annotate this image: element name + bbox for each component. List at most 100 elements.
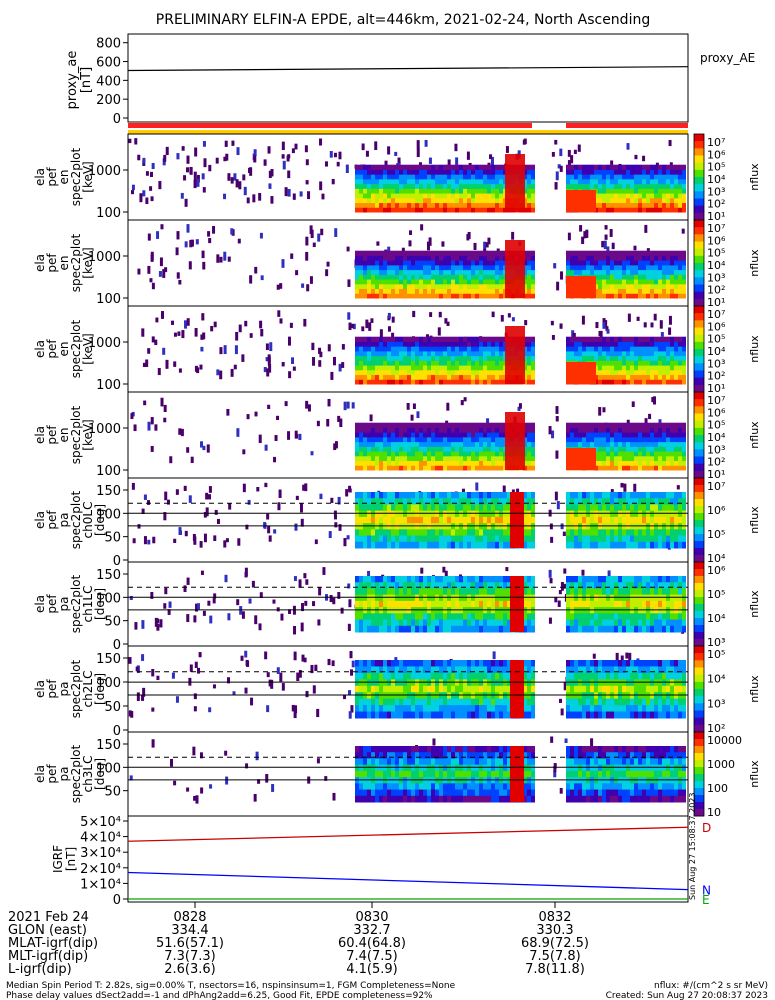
noise-cell [387, 312, 391, 319]
spec-cell [407, 183, 411, 189]
spec-cell [630, 336, 634, 342]
spec-cell [606, 174, 610, 180]
spec-cell [475, 355, 479, 361]
noise-cell [201, 250, 205, 259]
spec-cell [638, 197, 642, 204]
noise-cell [151, 163, 155, 170]
spec-cell [359, 260, 363, 266]
pa-cell [367, 576, 371, 583]
spec-cell [638, 183, 642, 189]
spec-cell [590, 269, 594, 275]
spec-cell [371, 446, 375, 452]
noise-cell [173, 332, 177, 337]
pa-cell [479, 529, 483, 537]
spec-cell [355, 427, 359, 433]
pa-cell [439, 504, 443, 512]
spec-cell [435, 341, 439, 347]
spec-cell [435, 441, 439, 447]
spec-cell [610, 379, 614, 385]
spec-cell [379, 288, 383, 294]
pa-cell [578, 529, 582, 537]
spec-cell [411, 250, 415, 256]
pa-cell [415, 516, 419, 524]
spec-cell [642, 293, 646, 299]
spec-cell [598, 451, 602, 457]
spec-cell [407, 178, 411, 185]
noise-cell [298, 579, 302, 588]
colorbar-cell [694, 381, 704, 386]
spec-cell [431, 269, 435, 275]
spec-cell [606, 269, 610, 275]
pa-cell [678, 516, 682, 524]
spec-cell [399, 369, 403, 376]
spec-cell [527, 264, 531, 271]
pa-cell [443, 510, 447, 518]
spec-cell [630, 365, 634, 371]
spec-cell [674, 355, 678, 361]
spec-cell [431, 188, 435, 194]
spec-cell [355, 207, 359, 213]
spec-cell [670, 350, 674, 357]
noise-cell [254, 615, 258, 625]
spec-cell [431, 369, 435, 376]
spec-cell [662, 274, 666, 280]
spec-cell [359, 274, 363, 280]
pa-cell [363, 498, 367, 505]
pa-cell [403, 498, 407, 505]
noise-cell [424, 139, 428, 147]
pa-cell [471, 492, 475, 499]
spec-cell [479, 441, 483, 447]
spec-cell [650, 360, 654, 366]
spec-cell [467, 197, 471, 204]
spec-cell [499, 432, 503, 438]
pa-cell [590, 529, 594, 537]
spec-cell [646, 379, 650, 385]
spec-cell [606, 369, 610, 376]
pa-cell [606, 523, 610, 530]
spec-cell [415, 255, 419, 261]
pa-cell [523, 510, 527, 518]
colorbar-tick: 10³ [707, 271, 725, 284]
pa-cell [355, 516, 359, 524]
ylabel-line: spec2plot [69, 319, 83, 378]
spec-cell [391, 436, 395, 443]
spec-cell [658, 441, 662, 447]
spec-cell [367, 346, 371, 352]
ylabel-line: spec2plot [69, 147, 83, 206]
noise-cell [165, 359, 169, 369]
pa-cell [674, 523, 678, 530]
spec-cell [578, 432, 582, 438]
spec-cell [646, 451, 650, 457]
pa-cell [359, 498, 363, 505]
pa-cell [359, 619, 363, 627]
noise-cell [548, 569, 552, 578]
pa-cell [399, 541, 403, 549]
spec-cell [451, 183, 455, 189]
spec-cell [622, 365, 626, 371]
spec-cell [590, 178, 594, 185]
spec-cell [682, 174, 686, 180]
spec-cell [566, 432, 570, 438]
spec-cell [415, 250, 419, 256]
noise-cell [581, 315, 585, 325]
pa-cell [602, 516, 606, 524]
pa-cell [463, 498, 467, 505]
spec-cell [375, 188, 379, 194]
spec-cell [363, 355, 367, 361]
spec-cell [682, 197, 686, 204]
spec-cell [610, 183, 614, 189]
spec-cell [618, 350, 622, 357]
spec-cell [427, 197, 431, 204]
spec-cell [479, 279, 483, 285]
noise-cell [156, 231, 160, 239]
pa-cell [578, 492, 582, 499]
pa-cell [359, 576, 363, 583]
pa-cell [371, 588, 375, 596]
spec-cell [678, 197, 682, 204]
pa-cell [371, 492, 375, 499]
spec-cell [634, 436, 638, 443]
spec-cell [646, 178, 650, 185]
pa-cell [586, 510, 590, 518]
spec-cell [383, 293, 387, 299]
spec-cell [610, 341, 614, 347]
